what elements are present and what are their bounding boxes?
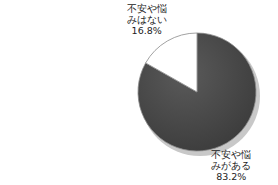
pie-slice [138,33,256,151]
category-label: 不安や悩みはない [127,3,167,25]
slices [138,33,256,151]
slice-label: 不安や悩みはない16.8% [127,3,167,36]
data-label: 83.2% [216,171,246,182]
chart: 不安や悩みがある83.2% 不安や悩みはない16.8% [0,0,278,185]
pie-slice [146,33,197,92]
background [0,0,278,185]
category-label: 不安や悩みがある [211,149,251,171]
slice-label: 不安や悩みがある83.2% [211,149,251,182]
data-label: 16.8% [132,25,162,36]
